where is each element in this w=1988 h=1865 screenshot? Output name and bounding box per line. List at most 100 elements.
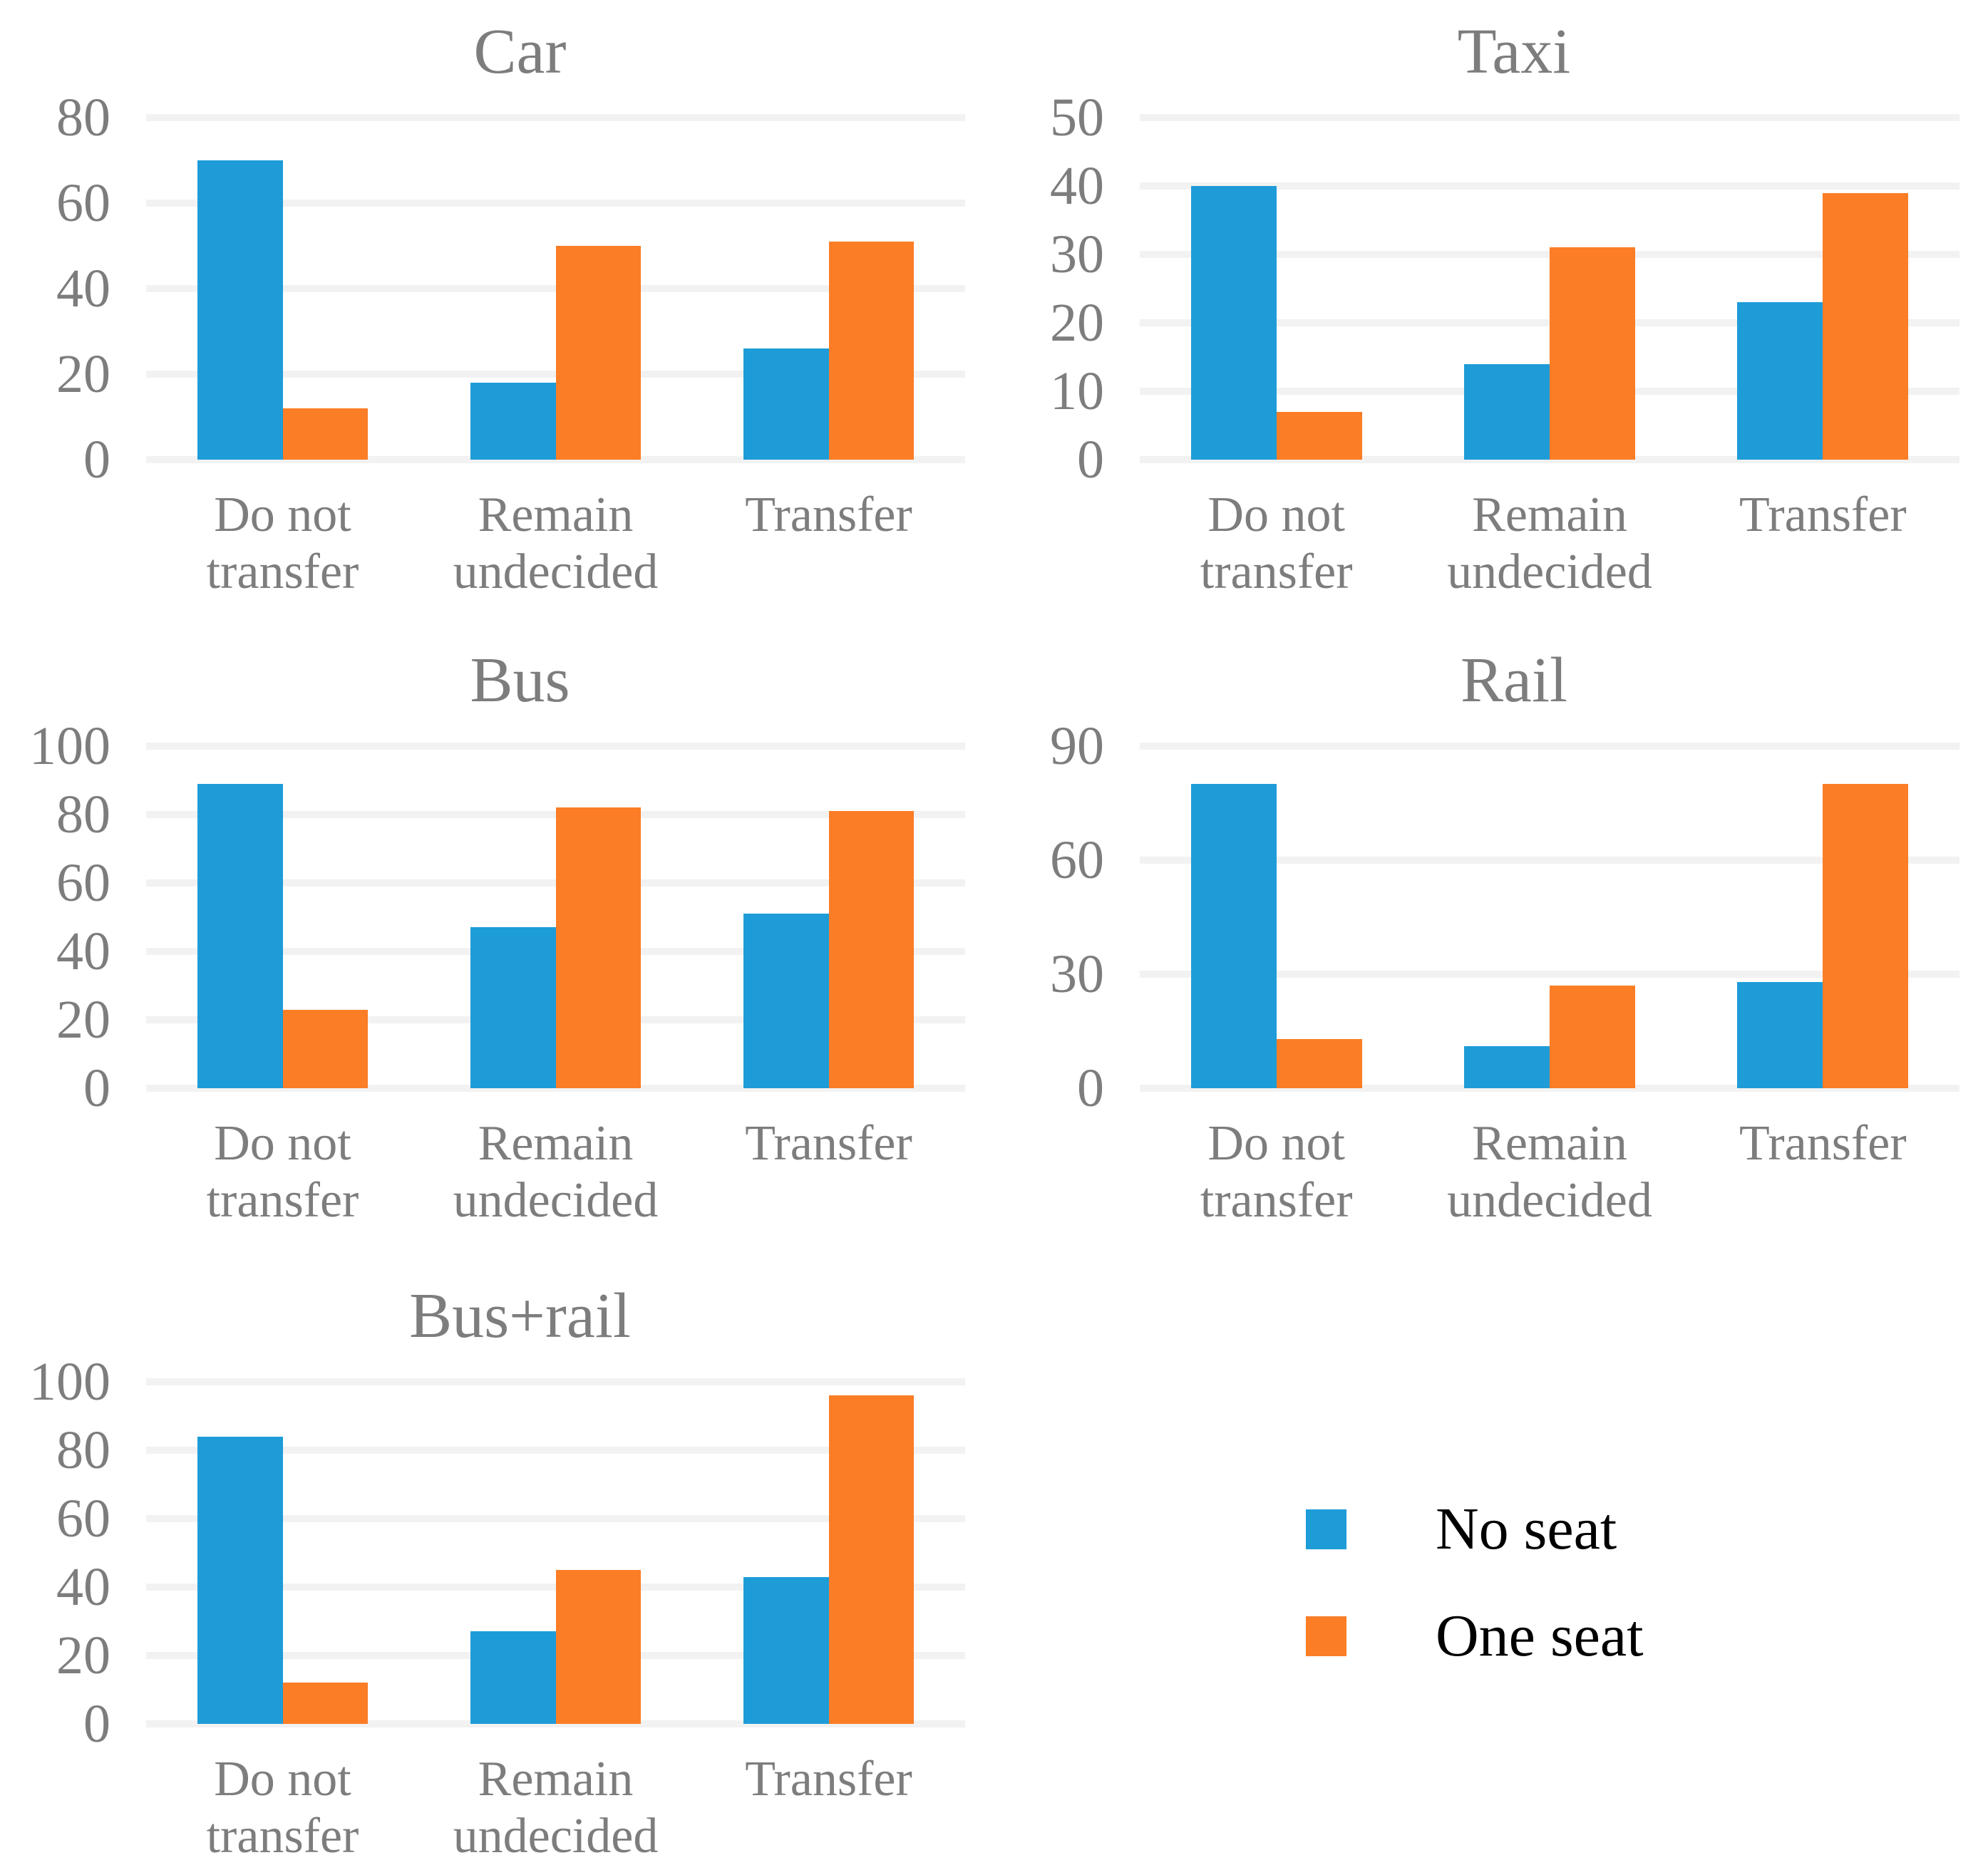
y-tick-label: 40: [1050, 156, 1104, 216]
x-label-line: transfer: [1200, 1173, 1353, 1228]
chart-body: 0 10 20 30 40 50: [994, 91, 1988, 487]
x-label-line: Remain: [1472, 487, 1627, 542]
bar-no-seat: [470, 383, 556, 460]
x-label-line: Transfer: [1739, 487, 1907, 542]
chart-car: Car 0 20 40 60 80: [0, 0, 994, 621]
gridline: [146, 1720, 965, 1727]
gridline: [146, 456, 965, 463]
bar-no-seat: [1737, 981, 1823, 1088]
gridline: [1140, 743, 1959, 750]
bar-no-seat: [743, 348, 829, 460]
x-category-label: Transfer: [692, 487, 965, 601]
y-tick-label: 0: [1077, 430, 1104, 490]
bar-group: [419, 746, 692, 1088]
legend-item-no-seat: No seat: [1306, 1499, 1988, 1559]
x-label-line: undecided: [1447, 544, 1652, 599]
chart-body: 0 30 60 90: [994, 719, 1988, 1115]
plot-area: [1140, 743, 1959, 1092]
legend-box: No seat One seat: [1306, 1499, 1988, 1666]
y-tick-label: 60: [56, 1489, 110, 1549]
legend-label-no-seat: No seat: [1436, 1496, 1617, 1562]
y-tick-label: 0: [83, 430, 110, 490]
bar-no-seat: [1464, 1046, 1550, 1088]
bar-no-seat: [197, 1436, 283, 1724]
x-axis-labels: Do not transfer Remain undecided Transfe…: [1140, 1115, 1959, 1229]
x-label-line: transfer: [206, 1173, 359, 1228]
bar-series: [146, 1382, 965, 1724]
x-category-label: Transfer: [692, 1751, 965, 1865]
plot-area: [146, 1378, 965, 1727]
x-label-line: Remain: [478, 1116, 634, 1171]
gridline: [146, 1378, 965, 1385]
bar-one-seat: [555, 246, 642, 460]
x-category-label: Remain undecided: [419, 487, 692, 601]
x-label-line: Do not: [214, 1116, 351, 1171]
gridline: [1140, 182, 1959, 190]
legend-swatch-no-seat: [1306, 1509, 1346, 1549]
chart-body: 0 20 40 60 80 100: [0, 719, 994, 1115]
x-label-line: Do not: [1207, 487, 1345, 542]
bar-one-seat: [282, 1009, 369, 1088]
bar-group: [1413, 746, 1686, 1088]
bar-one-seat: [555, 807, 642, 1088]
x-label-line: undecided: [453, 1173, 659, 1228]
bar-no-seat: [1190, 186, 1277, 460]
y-axis: 0 10 20 30 40 50: [994, 91, 1140, 487]
gridline: [146, 200, 965, 207]
bar-one-seat: [555, 1570, 642, 1724]
x-category-label: Remain undecided: [419, 1751, 692, 1865]
x-label-line: Remain: [1472, 1116, 1627, 1171]
gridline: [146, 114, 965, 121]
x-category-label: Remain undecided: [419, 1115, 692, 1229]
bar-no-seat: [470, 1631, 556, 1724]
bar-group: [692, 118, 965, 460]
gridline: [1140, 971, 1959, 978]
y-axis: 0 20 40 60 80 100: [0, 719, 146, 1115]
gridline: [146, 1085, 965, 1092]
bar-series: [146, 746, 965, 1088]
bar-group: [1686, 118, 1959, 460]
y-tick-label: 40: [56, 1557, 110, 1617]
y-tick-label: 20: [56, 1626, 110, 1685]
bar-group: [1140, 746, 1413, 1088]
x-label-line: undecided: [453, 1809, 659, 1864]
chart-title: Rail: [1461, 645, 1567, 715]
bar-one-seat: [1276, 411, 1362, 460]
plot-area: [146, 114, 965, 463]
x-label-line: Transfer: [745, 487, 912, 542]
x-axis-labels: Do not transfer Remain undecided Transfe…: [1140, 487, 1959, 601]
bar-group: [419, 118, 692, 460]
y-tick-label: 20: [56, 990, 110, 1050]
legend: No seat One seat: [994, 1243, 1988, 1865]
gridline: [1140, 456, 1959, 463]
y-tick-label: 20: [1050, 293, 1104, 353]
bar-group: [1686, 746, 1959, 1088]
bar-group: [1413, 118, 1686, 460]
y-tick-label: 80: [56, 785, 110, 844]
gridline: [1140, 1085, 1959, 1092]
x-category-label: Transfer: [1686, 487, 1959, 601]
y-tick-label: 40: [56, 921, 110, 981]
chart-taxi: Taxi 0 10 20 30 40 50: [994, 0, 1988, 621]
x-label-line: Transfer: [1739, 1116, 1907, 1171]
bar-one-seat: [828, 242, 915, 460]
bar-no-seat: [743, 1576, 829, 1724]
y-tick-label: 100: [29, 1352, 110, 1412]
x-axis-labels: Do not transfer Remain undecided Transfe…: [146, 487, 965, 601]
gridline: [1140, 114, 1959, 121]
bar-group: [146, 1382, 419, 1724]
chart-body: 0 20 40 60 80: [0, 91, 994, 487]
bar-no-seat: [197, 783, 283, 1088]
legend-item-one-seat: One seat: [1306, 1606, 1988, 1666]
x-label-line: Transfer: [745, 1116, 912, 1171]
bar-series: [1140, 746, 1959, 1088]
gridline: [146, 1515, 965, 1522]
y-tick-label: 0: [1077, 1058, 1104, 1118]
y-tick-label: 30: [1050, 944, 1104, 1005]
bar-one-seat: [282, 1683, 369, 1724]
y-tick-label: 10: [1050, 361, 1104, 421]
bar-one-seat: [1823, 192, 1909, 460]
chart-body: 0 20 40 60 80 100: [0, 1355, 994, 1751]
